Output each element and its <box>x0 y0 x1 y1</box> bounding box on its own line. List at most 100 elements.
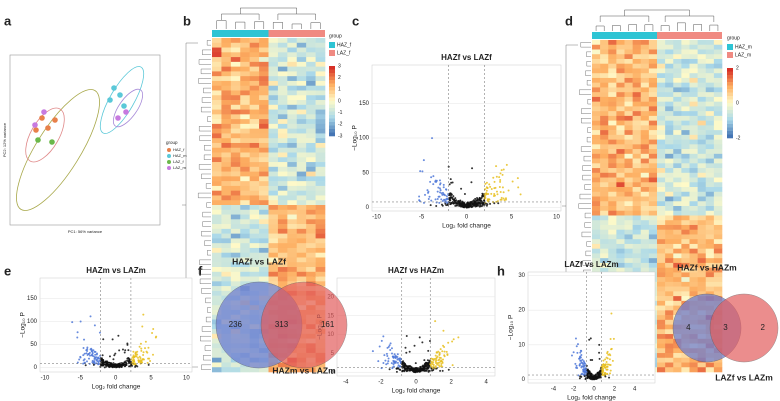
heat-cell <box>221 247 232 254</box>
y-tick-label: 0 <box>34 365 38 371</box>
heat-cell <box>315 238 326 244</box>
heat-cell <box>657 310 666 316</box>
heat-cell <box>249 66 260 72</box>
point <box>386 362 389 365</box>
heat-cell <box>681 44 690 50</box>
heat-cell <box>632 239 642 245</box>
heat-cell <box>240 276 250 282</box>
point <box>430 199 433 202</box>
heat-cell <box>230 104 241 110</box>
heat-cell <box>713 182 723 188</box>
point <box>494 186 497 189</box>
point <box>92 363 95 366</box>
heat-cell <box>689 229 698 235</box>
point <box>87 357 90 360</box>
legend-title: group <box>727 35 740 41</box>
heat-cell <box>632 63 642 69</box>
point <box>501 186 504 189</box>
heat-cell <box>657 153 666 159</box>
heat-cell <box>600 139 609 145</box>
heat-cell <box>697 54 707 60</box>
heat-cell <box>268 123 279 129</box>
colorbar <box>727 124 733 128</box>
point <box>427 362 430 365</box>
heat-cell <box>665 229 674 235</box>
heat-cell <box>616 96 625 102</box>
heat-cell <box>624 224 633 231</box>
group-bar <box>268 30 325 37</box>
x-tick-label: -5 <box>419 215 425 221</box>
heat-cell <box>665 248 674 254</box>
point <box>452 338 455 341</box>
heat-cell <box>632 44 642 50</box>
heat-cell <box>212 200 222 206</box>
heat-cell <box>221 176 232 182</box>
heat-cell <box>681 258 690 264</box>
point <box>418 336 421 339</box>
set-label: LAZf vs LAZm <box>715 372 773 382</box>
heat-cell <box>296 257 307 263</box>
heat-cell <box>689 243 698 249</box>
heat-cell <box>697 224 707 231</box>
point <box>91 353 94 356</box>
point <box>414 362 417 365</box>
heat-cell <box>624 120 633 126</box>
colorbar <box>727 99 733 104</box>
point <box>447 341 450 344</box>
point <box>41 109 47 115</box>
point <box>428 340 431 343</box>
heat-cell <box>268 243 279 249</box>
heat-cell <box>287 80 298 87</box>
heat-cell <box>600 44 609 50</box>
heat-cell <box>665 353 674 359</box>
point <box>83 361 86 364</box>
heat-cell <box>616 115 625 121</box>
heat-cell <box>665 120 674 126</box>
point <box>612 337 615 340</box>
heat-cell <box>212 290 222 296</box>
heat-cell <box>681 153 690 159</box>
heat-cell <box>608 49 617 55</box>
point <box>470 205 473 208</box>
heat-cell <box>592 82 601 88</box>
point <box>84 364 87 367</box>
heat-cell <box>616 177 625 183</box>
point <box>118 365 121 368</box>
heat-cell <box>277 267 288 273</box>
heat-cell <box>592 196 601 202</box>
heat-cell <box>681 182 690 188</box>
point <box>476 204 479 207</box>
heat-cell <box>306 133 316 139</box>
heat-cell <box>657 111 666 117</box>
point <box>449 202 452 205</box>
heat-cell <box>713 153 723 159</box>
heat-cell <box>681 177 690 183</box>
heat-cell <box>259 52 269 58</box>
heat-cell <box>315 95 326 101</box>
point <box>387 357 390 360</box>
heat-cell <box>600 234 609 240</box>
heat-cell <box>713 77 723 83</box>
heat-cell <box>230 114 241 120</box>
heat-cell <box>632 177 642 183</box>
point <box>499 172 502 175</box>
heat-cell <box>657 334 666 340</box>
heat-cell <box>640 87 650 93</box>
heat-cell <box>287 38 298 44</box>
colorbar-label: -1 <box>338 110 343 116</box>
point <box>434 180 437 183</box>
heat-cell <box>249 128 260 134</box>
heat-cell <box>592 215 601 221</box>
heat-cell <box>230 228 241 234</box>
point <box>399 365 402 368</box>
heat-cell <box>665 277 674 283</box>
x-tick-label: 5 <box>149 376 153 382</box>
heat-cell <box>259 190 269 196</box>
heat-cell <box>296 47 307 53</box>
heat-cell <box>268 176 279 182</box>
point <box>132 350 135 353</box>
heat-cell <box>287 367 298 373</box>
heat-cell <box>315 267 326 273</box>
point <box>95 359 98 362</box>
heat-cell <box>230 271 241 277</box>
